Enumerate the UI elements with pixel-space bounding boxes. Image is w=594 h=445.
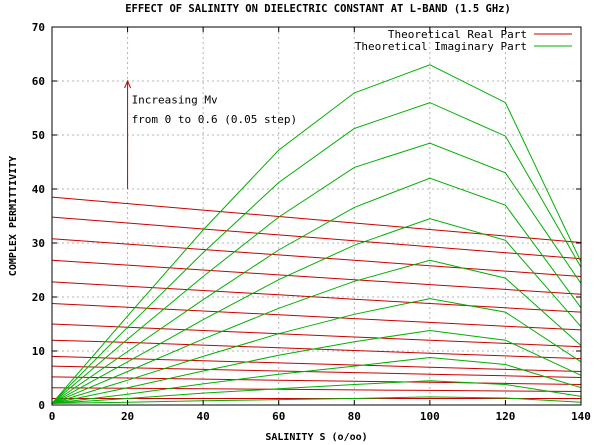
chart-title: EFFECT OF SALINITY ON DIELECTRIC CONSTAN…: [125, 3, 511, 15]
series-line-real-7: [51, 303, 582, 331]
y-tick-label: 60: [32, 75, 45, 88]
series-line-real-9: [51, 259, 582, 295]
legend-label-real: Theoretical Real Part: [388, 28, 527, 41]
annotation-text-line2: from 0 to 0.6 (0.05 step): [132, 113, 298, 126]
annotation-text-line1: Increasing Mv: [132, 94, 218, 107]
x-tick-label: 80: [348, 410, 361, 423]
y-tick-label: 10: [32, 345, 45, 358]
series-line-real-10: [51, 238, 582, 277]
series-line-imaginary-14: [51, 380, 582, 404]
x-tick-label: 100: [420, 410, 440, 423]
y-tick-label: 30: [32, 237, 45, 250]
x-tick-label: 60: [272, 410, 285, 423]
series-line-real-12: [51, 196, 582, 243]
x-tick-label: 120: [495, 410, 515, 423]
series-group: [51, 64, 582, 404]
y-tick-label: 70: [32, 21, 45, 34]
series-line-imaginary-13: [51, 396, 582, 404]
series-line-real-4: [51, 355, 582, 372]
series-line-real-1: [51, 387, 582, 392]
series-line-imaginary-15: [51, 356, 582, 404]
x-tick-label: 40: [197, 410, 210, 423]
series-line-imaginary-17: [51, 298, 582, 404]
x-tick-label: 20: [121, 410, 134, 423]
series-line-imaginary-16: [51, 329, 582, 404]
axis-ticks: 0 20 40 60 80 100 120 140 0 10 20 30 40 50 60 70: [32, 21, 591, 423]
legend: Theoretical Real Part Theoretical Imagin…: [355, 28, 572, 53]
series-line-imaginary-23: [51, 64, 582, 404]
series-line-real-3: [51, 365, 582, 378]
series-line-imaginary-21: [51, 142, 582, 404]
series-line-imaginary-20: [51, 177, 582, 404]
x-tick-label: 140: [571, 410, 591, 423]
y-tick-label: 0: [38, 399, 45, 412]
series-line-real-11: [51, 216, 582, 260]
annotation: Increasing Mv from 0 to 0.6 (0.05 step): [124, 79, 298, 189]
series-line-real-8: [51, 281, 582, 313]
series-line-real-6: [51, 323, 582, 348]
legend-label-imaginary: Theoretical Imaginary Part: [355, 40, 527, 53]
y-tick-label: 50: [32, 129, 45, 142]
x-tick-label: 0: [49, 410, 56, 423]
y-tick-label: 20: [32, 291, 45, 304]
series-line-imaginary-18: [51, 259, 582, 404]
series-line-real-2: [51, 376, 582, 385]
y-axis-label: COMPLEX PERMITTIVITY: [8, 156, 19, 276]
series-line-imaginary-19: [51, 218, 582, 404]
annotation-arrowhead: [124, 79, 132, 89]
y-tick-label: 40: [32, 183, 45, 196]
plot-frame: [51, 26, 582, 406]
x-axis-label: SALINITY S (o/oo): [265, 432, 367, 443]
series-line-imaginary-22: [51, 102, 582, 404]
